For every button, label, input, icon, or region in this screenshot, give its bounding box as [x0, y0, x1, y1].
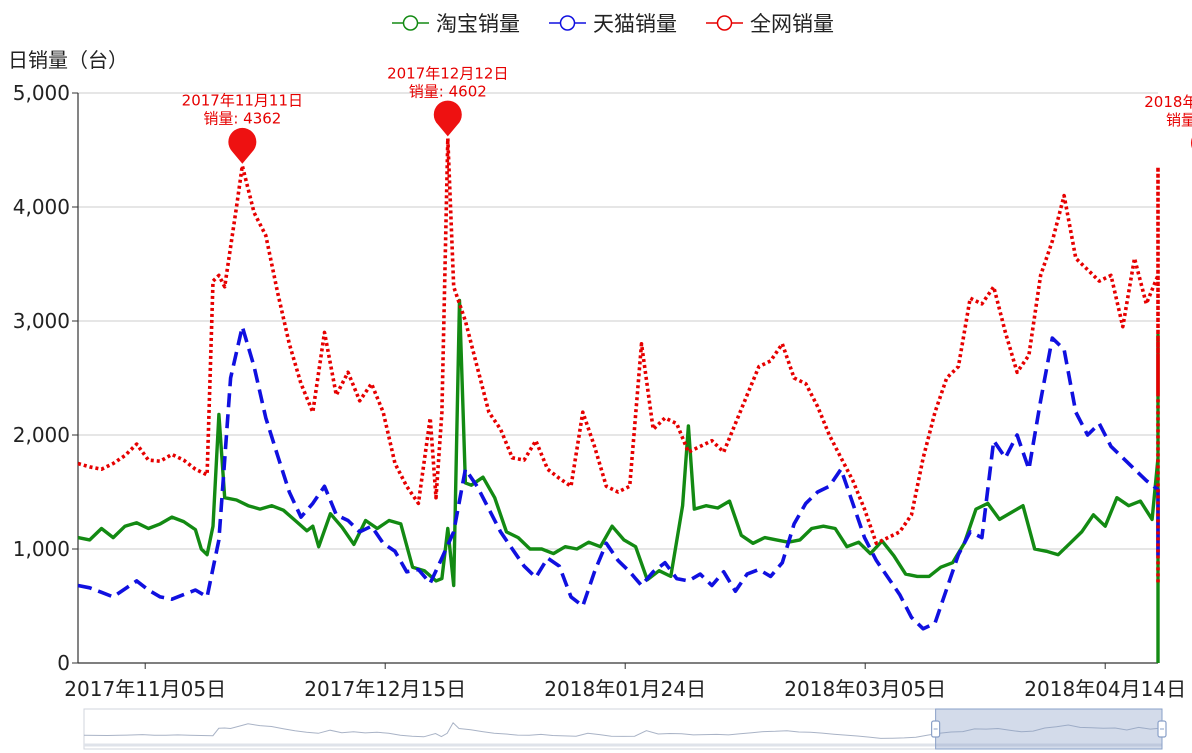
legend-marker [716, 15, 733, 31]
series-lines [77, 136, 1160, 663]
y-tick-label: 1,000 [13, 537, 70, 561]
series-line [77, 136, 1160, 584]
legend[interactable]: 淘宝销量 天猫销量 全网销量 [392, 12, 834, 36]
y-tick-label: 3,000 [13, 309, 70, 333]
y-axis-title: 日销量（台） [8, 48, 128, 72]
peak-date-label: 2018年04月01日 [1144, 93, 1192, 111]
x-axis: 2017年11月05日 2017年12月15日 2018年01月24日 2018年03… [64, 93, 1186, 701]
legend-item[interactable]: 全网销量 [706, 12, 834, 36]
legend-marker [402, 15, 419, 31]
pin-icon [228, 127, 257, 164]
zoom-handle[interactable] [931, 720, 941, 738]
legend-item[interactable]: 淘宝销量 [392, 12, 520, 36]
x-tick-label: 2018年03月05日 [784, 677, 946, 701]
y-tick-label: 0 [57, 651, 70, 675]
peak-date-label: 2017年11月11日 [182, 92, 303, 110]
legend-label: 天猫销量 [593, 12, 677, 36]
y-tick-label: 5,000 [13, 81, 70, 105]
series-line [77, 324, 1160, 631]
gridlines [78, 92, 1158, 550]
peak-value-label: 销量: 4362 [203, 110, 281, 128]
x-tick-label: 2017年12月15日 [304, 677, 466, 701]
x-tick-label: 2018年01月24日 [544, 677, 706, 701]
legend-label: 全网销量 [750, 12, 834, 36]
series-line [77, 298, 1160, 663]
legend-item[interactable]: 天猫销量 [549, 12, 677, 36]
x-tick-label: 2017年11月05日 [64, 677, 226, 701]
peak-marker[interactable]: 2018年04月01日销量: 4353 [1144, 93, 1192, 165]
zoom-selection[interactable] [935, 708, 1163, 750]
zoom-handle[interactable] [1157, 720, 1167, 738]
legend-marker [559, 15, 576, 31]
x-tick-label: 2018年04月14日 [1024, 677, 1186, 701]
y-axis-ticks: 0 1,000 2,000 3,000 4,000 5,000 [13, 81, 78, 675]
y-tick-label: 4,000 [13, 195, 70, 219]
pin-icon [433, 100, 462, 137]
peak-date-label: 2017年12月12日 [387, 64, 508, 82]
peak-value-label: 销量: 4602 [409, 82, 487, 100]
y-tick-label: 2,000 [13, 423, 70, 447]
peak-value-label: 销量: 4353 [1166, 111, 1192, 129]
legend-label: 淘宝销量 [436, 12, 520, 36]
data-zoom-slider[interactable] [83, 708, 1167, 750]
